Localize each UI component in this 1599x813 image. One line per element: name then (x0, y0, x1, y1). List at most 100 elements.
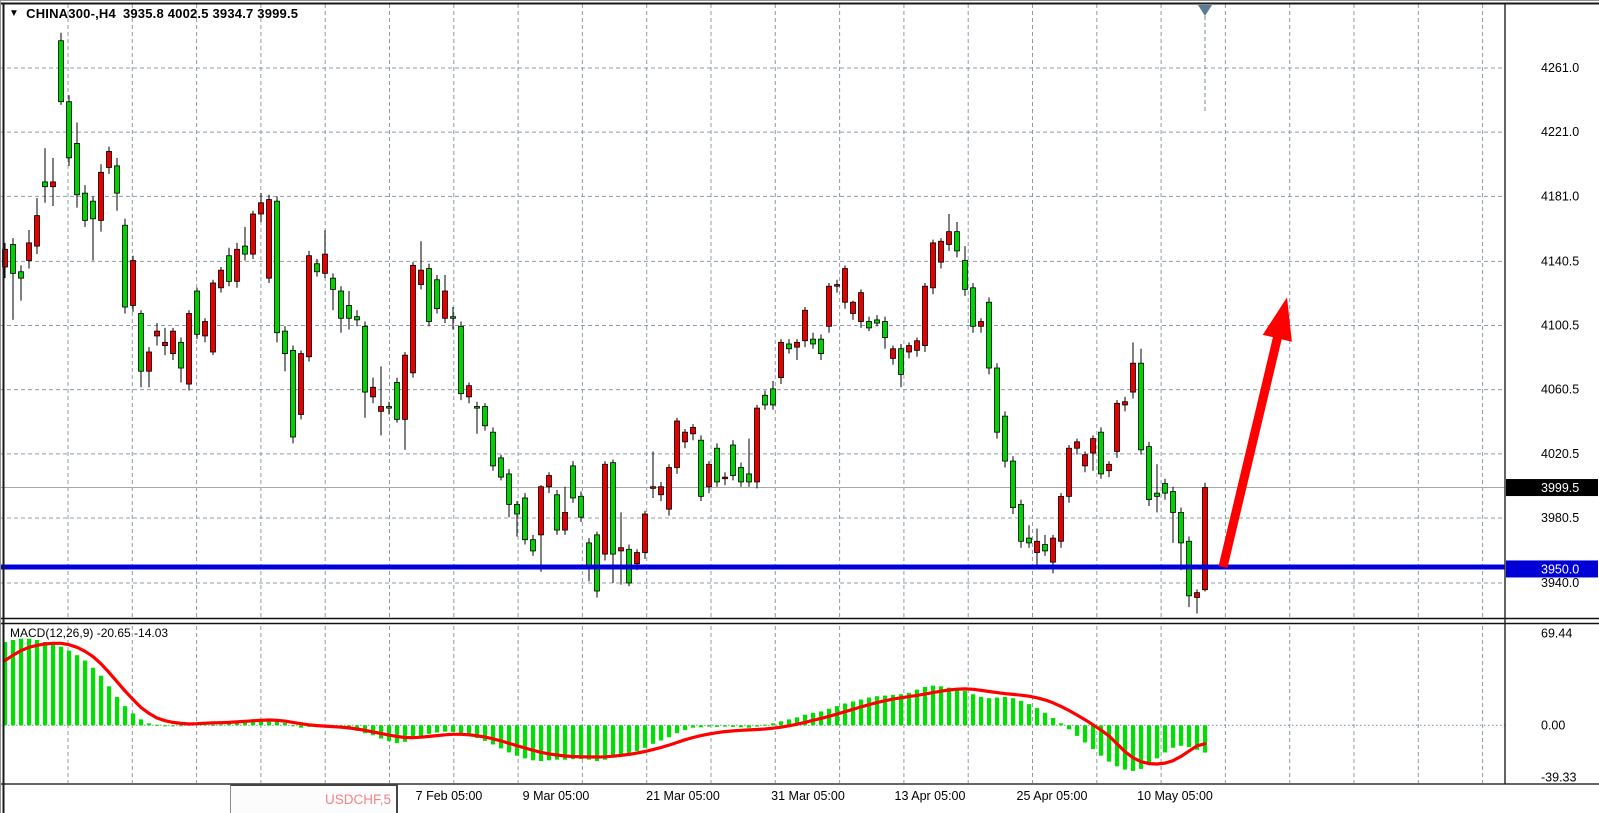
macd-histogram-bar (458, 725, 464, 734)
candle-body (474, 406, 480, 409)
candle-body (122, 224, 128, 308)
bullish-arrow-shaft[interactable] (1218, 331, 1284, 568)
candle-body (362, 325, 368, 393)
macd-histogram-bar (986, 698, 992, 726)
macd-histogram-bar (258, 718, 264, 726)
macd-histogram-bar (690, 725, 696, 728)
support-price-tag-text: 3950.0 (1541, 562, 1579, 576)
candle-body (842, 268, 848, 303)
macd-histogram-bar (874, 696, 880, 726)
macd-histogram-bar (18, 638, 24, 726)
candle-body (1170, 491, 1176, 513)
candle-body (402, 354, 408, 420)
macd-histogram-bar (674, 725, 680, 734)
candle-body (1066, 447, 1072, 497)
macd-axis-label: -39.33 (1541, 770, 1576, 784)
current-price-tag (1506, 479, 1598, 497)
time-axis-label[interactable]: 10 May 05:00 (1137, 789, 1213, 803)
candle-body (114, 165, 120, 194)
candle-body (58, 40, 64, 103)
bullish-arrow-head[interactable] (1262, 297, 1292, 342)
macd-histogram-bar (682, 725, 688, 730)
macd-histogram-bar (1162, 725, 1168, 753)
macd-histogram-bar (1034, 708, 1040, 726)
macd-histogram-bar (122, 706, 128, 726)
macd-histogram-bar (866, 697, 872, 726)
price-axis-label: 4221.0 (1541, 125, 1579, 139)
candle-body (178, 341, 184, 369)
candle-body (98, 171, 104, 221)
candle-body (906, 345, 912, 353)
price-axis-label: 3980.5 (1541, 511, 1579, 525)
macd-histogram-bar (506, 725, 512, 753)
macd-histogram-bar (1026, 704, 1032, 726)
macd-histogram-bar (634, 725, 640, 752)
time-axis-label[interactable]: 13 Apr 05:00 (895, 789, 966, 803)
candle-body (66, 101, 72, 159)
macd-histogram-bar (938, 686, 944, 726)
price-axis-label: 3940.0 (1541, 576, 1579, 590)
candle-body (802, 309, 808, 342)
macd-histogram-bar (522, 725, 528, 759)
macd-histogram-bar (706, 725, 712, 727)
macd-histogram-bar (1066, 725, 1072, 730)
macd-histogram-bar (1194, 725, 1200, 750)
candle-body (1122, 401, 1128, 406)
candle-body (594, 534, 600, 592)
macd-histogram-bar (290, 725, 296, 727)
candle-body (234, 248, 240, 282)
candle-body (354, 316, 360, 321)
macd-histogram-bar (658, 725, 664, 741)
macd-histogram-bar (1050, 718, 1056, 726)
minimized-chart-window[interactable]: USDCHF,5 (230, 784, 398, 813)
macd-histogram-bar (890, 694, 896, 726)
macd-histogram-bar (1170, 725, 1176, 748)
macd-histogram-bar (10, 640, 16, 726)
macd-histogram-bar (434, 725, 440, 733)
macd-axis-label: 69.44 (1541, 626, 1572, 640)
candle-body (674, 420, 680, 468)
candle-body (266, 199, 272, 279)
candle-body (1050, 537, 1056, 563)
candle-body (786, 343, 792, 350)
candle-body (810, 338, 816, 345)
chart-title-bar: ▼ CHINA300-,H4 3935.8 4002.5 3934.7 3999… (9, 6, 298, 21)
candle-body (978, 321, 984, 327)
macd-histogram-bar (154, 724, 160, 726)
macd-histogram-bar (474, 725, 480, 738)
candle-body (426, 268, 432, 322)
candle-body (914, 340, 920, 351)
candle-body (1074, 441, 1080, 449)
candle-body (1018, 503, 1024, 542)
price-axis-label: 4140.5 (1541, 254, 1579, 268)
macd-histogram-bar (738, 725, 744, 728)
candle-body (962, 260, 968, 290)
macd-histogram-bar (1074, 725, 1080, 736)
candle-body (450, 316, 456, 319)
dropdown-triangle-icon[interactable]: ▼ (9, 7, 20, 19)
chart-symbol-timeframe: CHINA300-,H4 (26, 6, 116, 21)
candle-body (410, 264, 416, 374)
time-axis-label[interactable]: 9 Mar 05:00 (523, 789, 590, 803)
macd-histogram-bar (962, 690, 968, 726)
time-axis-label[interactable]: 21 Mar 05:00 (646, 789, 720, 803)
support-price-tag (1506, 560, 1598, 578)
candle-body (1106, 463, 1112, 472)
time-axis-label[interactable]: 31 Mar 05:00 (771, 789, 845, 803)
candle-body (570, 465, 576, 499)
macd-histogram-bar (922, 686, 928, 726)
candle-body (346, 305, 352, 319)
candle-body (18, 271, 24, 279)
time-axis-label[interactable]: 7 Feb 05:00 (416, 789, 483, 803)
macd-histogram-bar (402, 725, 408, 742)
macd-histogram-bar (1058, 723, 1064, 726)
candle-body (538, 486, 544, 536)
macd-histogram-bar (138, 719, 144, 726)
macd-histogram-bar (778, 721, 784, 726)
candle-body (930, 242, 936, 289)
candle-body (602, 463, 608, 555)
candle-body (818, 338, 824, 354)
time-axis-label[interactable]: 25 Apr 05:00 (1017, 789, 1088, 803)
candle-body (490, 431, 496, 467)
